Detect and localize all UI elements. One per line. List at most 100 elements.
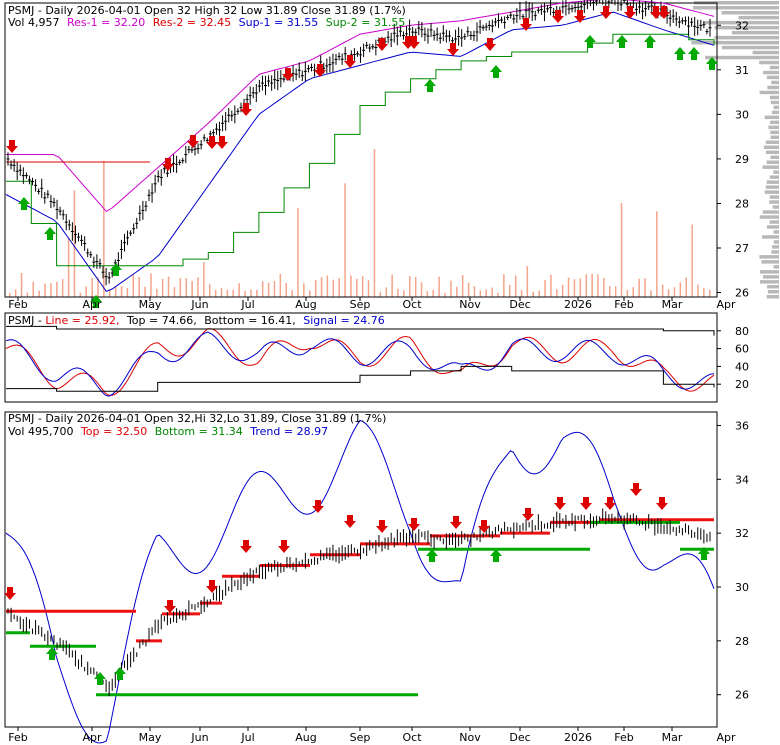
- oscillator-line: [5, 328, 715, 396]
- volume-profile-bar: [721, 45, 779, 50]
- volume-profile-bar: [705, 55, 779, 60]
- x-tick-label: Jul: [240, 731, 254, 744]
- volume-bar: [156, 288, 158, 297]
- x-tick-label: Apr: [716, 298, 736, 311]
- buy-arrow: [490, 549, 502, 562]
- volume-profile-bar: [764, 115, 779, 120]
- volume-profile-bar: [767, 290, 779, 294]
- volume-bar: [632, 287, 634, 297]
- volume-bars: [9, 149, 711, 297]
- volume-bar: [661, 284, 664, 297]
- volume-profile-bar: [773, 170, 779, 174]
- volume-profile-bar: [693, 6, 779, 10]
- volume-profile-bar: [769, 175, 779, 179]
- volume-bar: [467, 282, 470, 297]
- volume-bar: [385, 287, 387, 297]
- volume-profile-bar: [772, 205, 779, 209]
- panel2-top: Top = 74.66,: [126, 314, 197, 327]
- panel1-arrows: [6, 6, 718, 308]
- volume-bar: [438, 276, 440, 297]
- panel3-price-bars: [7, 508, 711, 697]
- sell-arrow: [206, 580, 218, 593]
- volume-bar: [261, 281, 264, 297]
- sell-arrow: [408, 518, 420, 531]
- sell-arrow: [240, 103, 252, 116]
- volume-bar: [150, 273, 152, 297]
- volume-bar: [444, 292, 446, 297]
- buy-arrow: [616, 35, 628, 48]
- volume-bar: [567, 277, 570, 297]
- buy-arrow: [46, 647, 58, 660]
- volume-bar: [44, 283, 46, 297]
- x-tick-label: Sep: [350, 731, 371, 744]
- volume-bar: [220, 288, 223, 297]
- volume-profile-bar: [763, 145, 779, 149]
- volume-bar: [9, 292, 11, 297]
- panel1-res2: Res-2 = 32.45: [153, 16, 231, 29]
- volume-bar: [520, 290, 523, 297]
- volume-bar: [109, 289, 111, 297]
- volume-bar: [38, 290, 40, 297]
- volume-profile: [691, 1, 779, 299]
- sell-arrow: [282, 68, 294, 81]
- panel2-frame: [4, 312, 718, 403]
- y-tick-label: 31: [735, 64, 749, 77]
- buy-arrow: [424, 79, 436, 92]
- panel3-frame: [4, 411, 718, 728]
- sell-arrow: [650, 6, 662, 19]
- sell-arrow: [344, 55, 356, 68]
- sell-arrow: [478, 520, 490, 533]
- volume-bar: [79, 292, 82, 297]
- panel2-legend: PSMJ - Line = 25.92, Top = 74.66, Bottom…: [8, 314, 385, 327]
- volume-profile-bar: [770, 130, 779, 135]
- volume-bar: [309, 290, 311, 297]
- volume-profile-bar: [738, 15, 779, 20]
- volume-profile-bar: [771, 250, 779, 254]
- x-tick-label: Sep: [350, 298, 371, 311]
- x-tick-label: Feb: [614, 298, 633, 311]
- y-tick-label: 20: [735, 378, 749, 391]
- volume-profile-bar: [767, 285, 779, 289]
- buy-arrow: [90, 295, 102, 308]
- volume-profile-bar: [763, 70, 779, 75]
- sell-arrow: [164, 600, 176, 613]
- sell-arrow: [522, 508, 534, 521]
- volume-bar: [626, 289, 629, 297]
- volume-bar: [326, 275, 329, 297]
- x-tick-label: Apr: [82, 298, 102, 311]
- volume-bar: [344, 183, 346, 297]
- volume-profile-bar: [767, 85, 779, 90]
- volume-profile-bar: [764, 190, 779, 194]
- volume-profile-bar: [761, 260, 779, 264]
- volume-profile-bar: [694, 1, 779, 5]
- panel3-bottom: Bottom = 31.34: [155, 425, 243, 438]
- buy-arrow: [114, 667, 126, 680]
- volume-bar: [20, 273, 23, 297]
- panel3-legend: Vol 495,700 Top = 32.50 Bottom = 31.34 T…: [8, 425, 328, 438]
- y-tick-label: 36: [735, 419, 749, 432]
- volume-bar: [26, 292, 29, 297]
- volume-bar: [691, 224, 693, 297]
- volume-bar: [509, 284, 511, 297]
- x-tick-label: Aug: [295, 731, 316, 744]
- y-tick-label: 27: [735, 242, 749, 255]
- volume-bar: [426, 291, 429, 297]
- volume-bar: [279, 273, 282, 297]
- volume-profile-bar: [770, 155, 779, 159]
- x-tick-label: Mar: [662, 298, 683, 311]
- sell-arrow: [187, 135, 199, 148]
- volume-profile-bar: [703, 20, 779, 25]
- oscillator-top: [6, 325, 715, 336]
- volume-bar: [356, 278, 358, 297]
- volume-profile-bar: [759, 60, 779, 65]
- volume-profile-bar: [770, 120, 779, 125]
- volume-bar: [514, 275, 517, 297]
- buy-arrow: [94, 672, 106, 685]
- x-tick-label: May: [139, 298, 162, 311]
- panel3-trend: Trend = 28.97: [249, 425, 328, 438]
- volume-bar: [285, 283, 287, 297]
- volume-bar: [103, 160, 105, 297]
- x-axis-ticks: Feb Apr May Jun Jul Aug Sep Oct Nov Dec 2026 Feb Mar…: [8, 297, 736, 744]
- volume-bar: [332, 279, 334, 297]
